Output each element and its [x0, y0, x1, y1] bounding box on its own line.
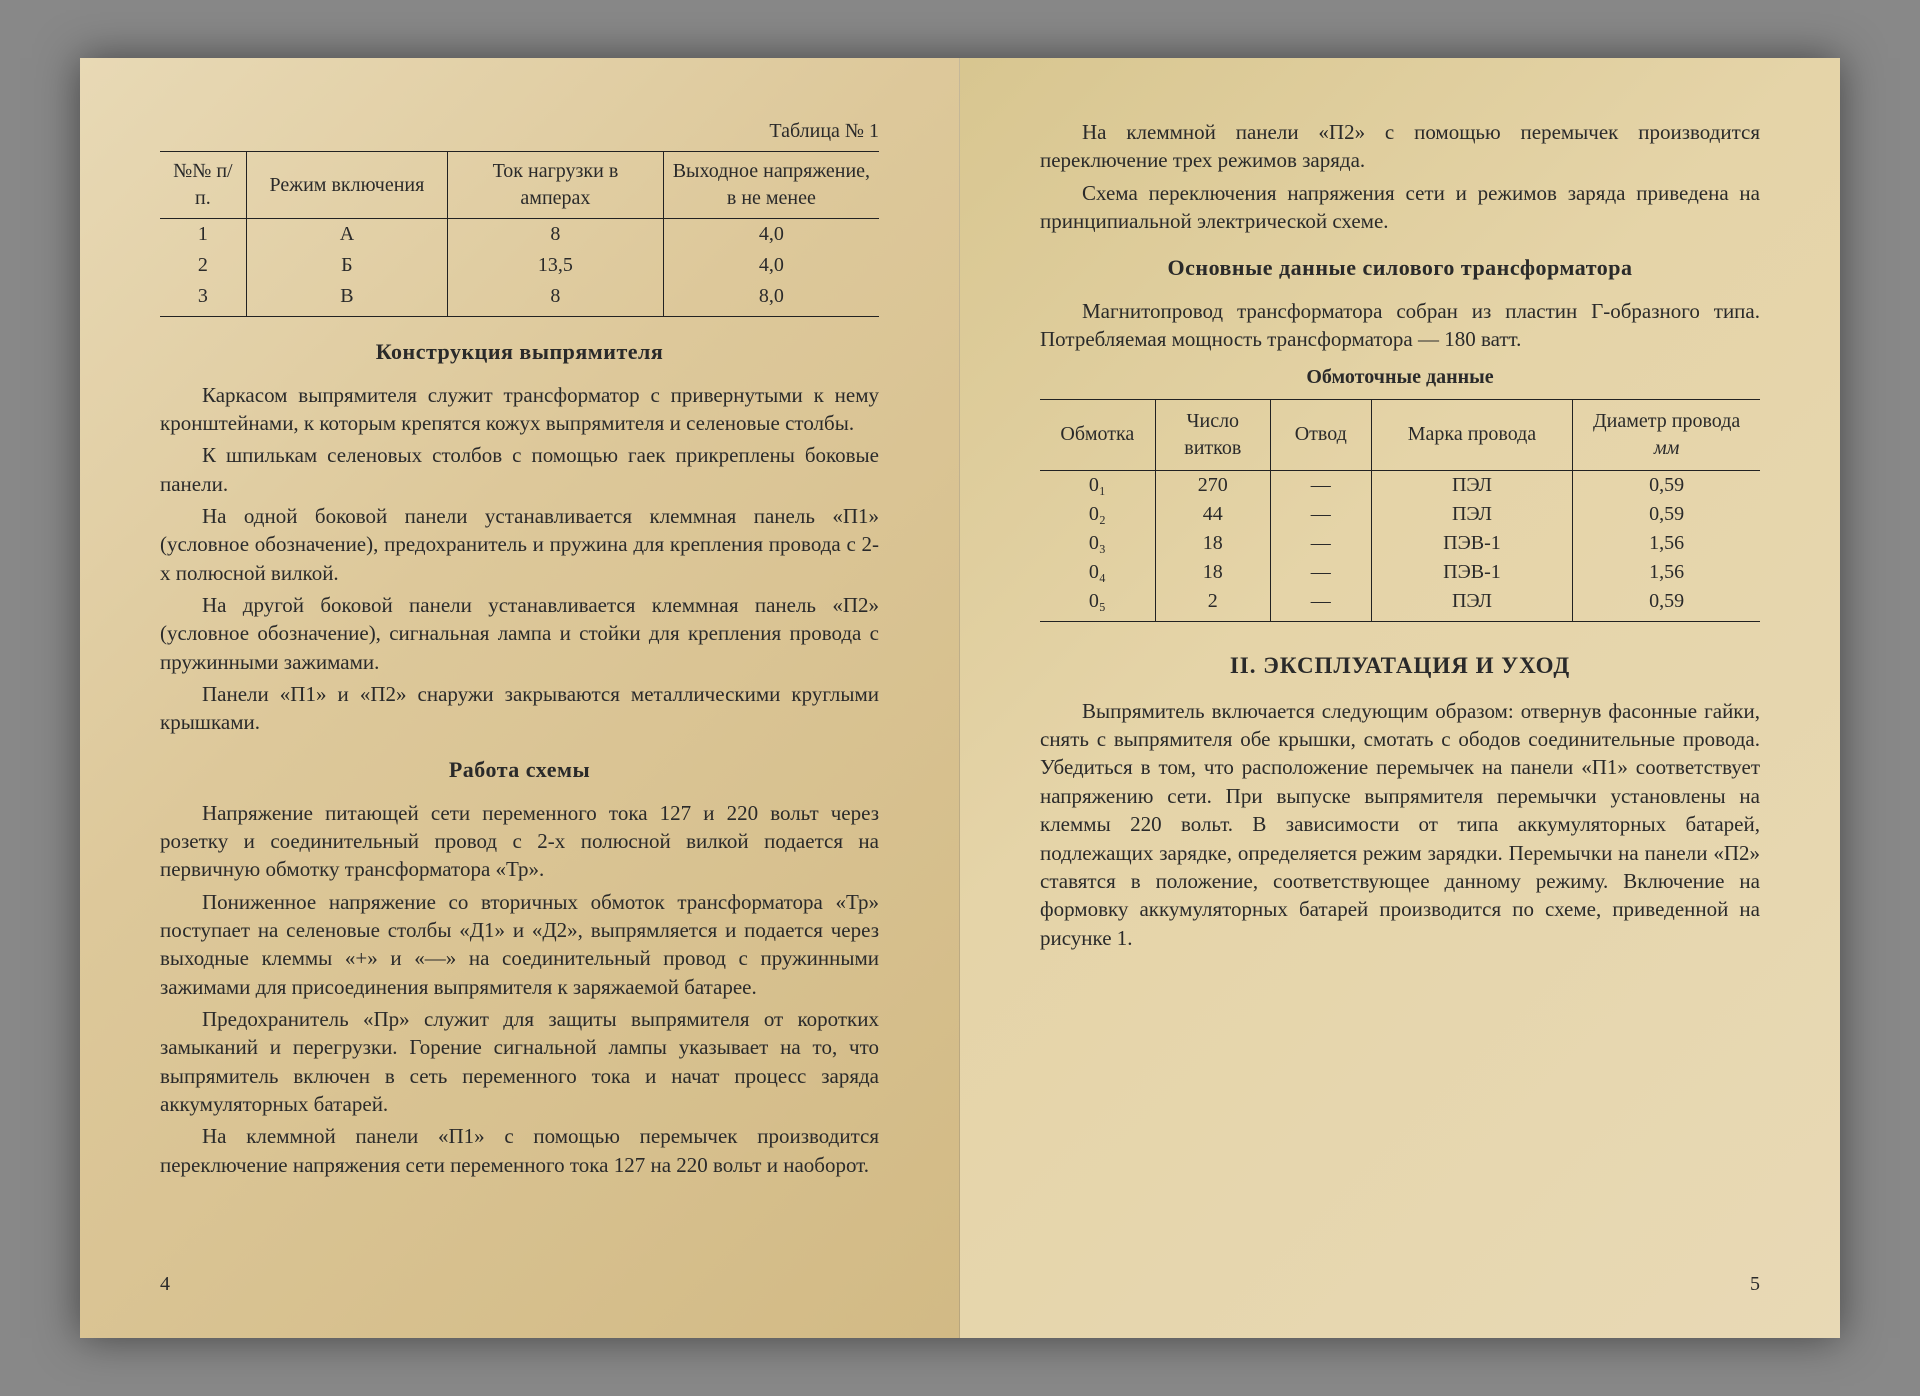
- table-row: 1 А 8 4,0: [160, 219, 879, 251]
- para: На клеммной панели «П2» с помощью перемы…: [1040, 118, 1760, 175]
- table1-h1: Режим включения: [246, 152, 447, 219]
- para: К шпилькам селеновых столбов с помощью г…: [160, 441, 879, 498]
- cell: 8: [448, 281, 664, 317]
- cell: 3: [160, 281, 246, 317]
- cell: 4,0: [663, 219, 879, 251]
- para: Предохранитель «Пр» служит для защиты вы…: [160, 1005, 879, 1118]
- cell: А: [246, 219, 447, 251]
- cell: 0,59: [1573, 587, 1760, 622]
- cell: 0,59: [1573, 500, 1760, 529]
- cell: 1: [160, 219, 246, 251]
- table2-label: Обмоточные данные: [1040, 364, 1760, 391]
- para: На одной боковой панели устанавливается …: [160, 502, 879, 587]
- table2-h0: Обмотка: [1040, 399, 1155, 470]
- cell: 0₂: [1040, 500, 1155, 529]
- th-line1: Диаметр провода: [1593, 410, 1740, 432]
- page-number-right: 5: [1750, 1271, 1760, 1298]
- cell: ПЭВ-1: [1371, 529, 1573, 558]
- cell: —: [1270, 587, 1371, 622]
- table2-h2: Отвод: [1270, 399, 1371, 470]
- cell: Б: [246, 250, 447, 281]
- cell: —: [1270, 558, 1371, 587]
- cell: —: [1270, 470, 1371, 500]
- cell: 2: [160, 250, 246, 281]
- cell: ПЭЛ: [1371, 470, 1573, 500]
- para: Панели «П1» и «П2» снаружи закрываются м…: [160, 680, 879, 737]
- para: Схема переключения напряжения сети и реж…: [1040, 179, 1760, 236]
- cell: 13,5: [448, 250, 664, 281]
- table-row: 0₅ 2 — ПЭЛ 0,59: [1040, 587, 1760, 622]
- heading-work: Работа схемы: [160, 755, 879, 785]
- cell: 0₅: [1040, 587, 1155, 622]
- para: На клеммной панели «П1» с помощью перемы…: [160, 1122, 879, 1179]
- cell: ПЭЛ: [1371, 500, 1573, 529]
- para: Магнитопровод трансформатора собран из п…: [1040, 297, 1760, 354]
- table2-h1: Число витков: [1155, 399, 1270, 470]
- table2: Обмотка Число витков Отвод Марка провода…: [1040, 399, 1760, 622]
- table-row: 0₃ 18 — ПЭВ-1 1,56: [1040, 529, 1760, 558]
- heading-construction: Конструкция выпрямителя: [160, 337, 879, 367]
- table1-h0: №№ п/п.: [160, 152, 246, 219]
- cell: 18: [1155, 558, 1270, 587]
- cell: 270: [1155, 470, 1270, 500]
- cell: 44: [1155, 500, 1270, 529]
- table1-h2: Ток нагрузки в амперах: [448, 152, 664, 219]
- cell: 0₄: [1040, 558, 1155, 587]
- cell: 0₃: [1040, 529, 1155, 558]
- page-number-left: 4: [160, 1271, 170, 1298]
- page-right: На клеммной панели «П2» с помощью перемы…: [960, 58, 1840, 1338]
- table2-h3: Марка провода: [1371, 399, 1573, 470]
- cell: —: [1270, 500, 1371, 529]
- table-row: 3 В 8 8,0: [160, 281, 879, 317]
- cell: 8,0: [663, 281, 879, 317]
- cell: 1,56: [1573, 558, 1760, 587]
- page-left: Таблица № 1 №№ п/п. Режим включения Ток …: [80, 58, 960, 1338]
- table-row: 0₂ 44 — ПЭЛ 0,59: [1040, 500, 1760, 529]
- cell: 4,0: [663, 250, 879, 281]
- cell: ПЭВ-1: [1371, 558, 1573, 587]
- cell: 0₁: [1040, 470, 1155, 500]
- heading-transformer: Основные данные силового трансформатора: [1040, 253, 1760, 283]
- table-row: 0₄ 18 — ПЭВ-1 1,56: [1040, 558, 1760, 587]
- cell: —: [1270, 529, 1371, 558]
- table2-h4: Диаметр провода мм: [1573, 399, 1760, 470]
- para: Напряжение питающей сети переменного ток…: [160, 799, 879, 884]
- th-line2: мм: [1654, 437, 1680, 459]
- cell: ПЭЛ: [1371, 587, 1573, 622]
- para: Выпрямитель включается следующим образом…: [1040, 697, 1760, 952]
- cell: 2: [1155, 587, 1270, 622]
- cell: 8: [448, 219, 664, 251]
- cell: 1,56: [1573, 529, 1760, 558]
- table1-h3: Выходное напряжение, в не менее: [663, 152, 879, 219]
- para: Каркасом выпрямителя служит трансформато…: [160, 381, 879, 438]
- table1-label: Таблица № 1: [160, 118, 879, 145]
- cell: В: [246, 281, 447, 317]
- table-row: 0₁ 270 — ПЭЛ 0,59: [1040, 470, 1760, 500]
- table-row: 2 Б 13,5 4,0: [160, 250, 879, 281]
- heading-exploitation: II. ЭКСПЛУАТАЦИЯ И УХОД: [1040, 650, 1760, 681]
- cell: 18: [1155, 529, 1270, 558]
- table1: №№ п/п. Режим включения Ток нагрузки в а…: [160, 151, 879, 317]
- cell: 0,59: [1573, 470, 1760, 500]
- para: На другой боковой панели устанавливается…: [160, 591, 879, 676]
- para: Пониженное напряжение со вторичных обмот…: [160, 888, 879, 1001]
- book-spread: Таблица № 1 №№ п/п. Режим включения Ток …: [80, 58, 1840, 1338]
